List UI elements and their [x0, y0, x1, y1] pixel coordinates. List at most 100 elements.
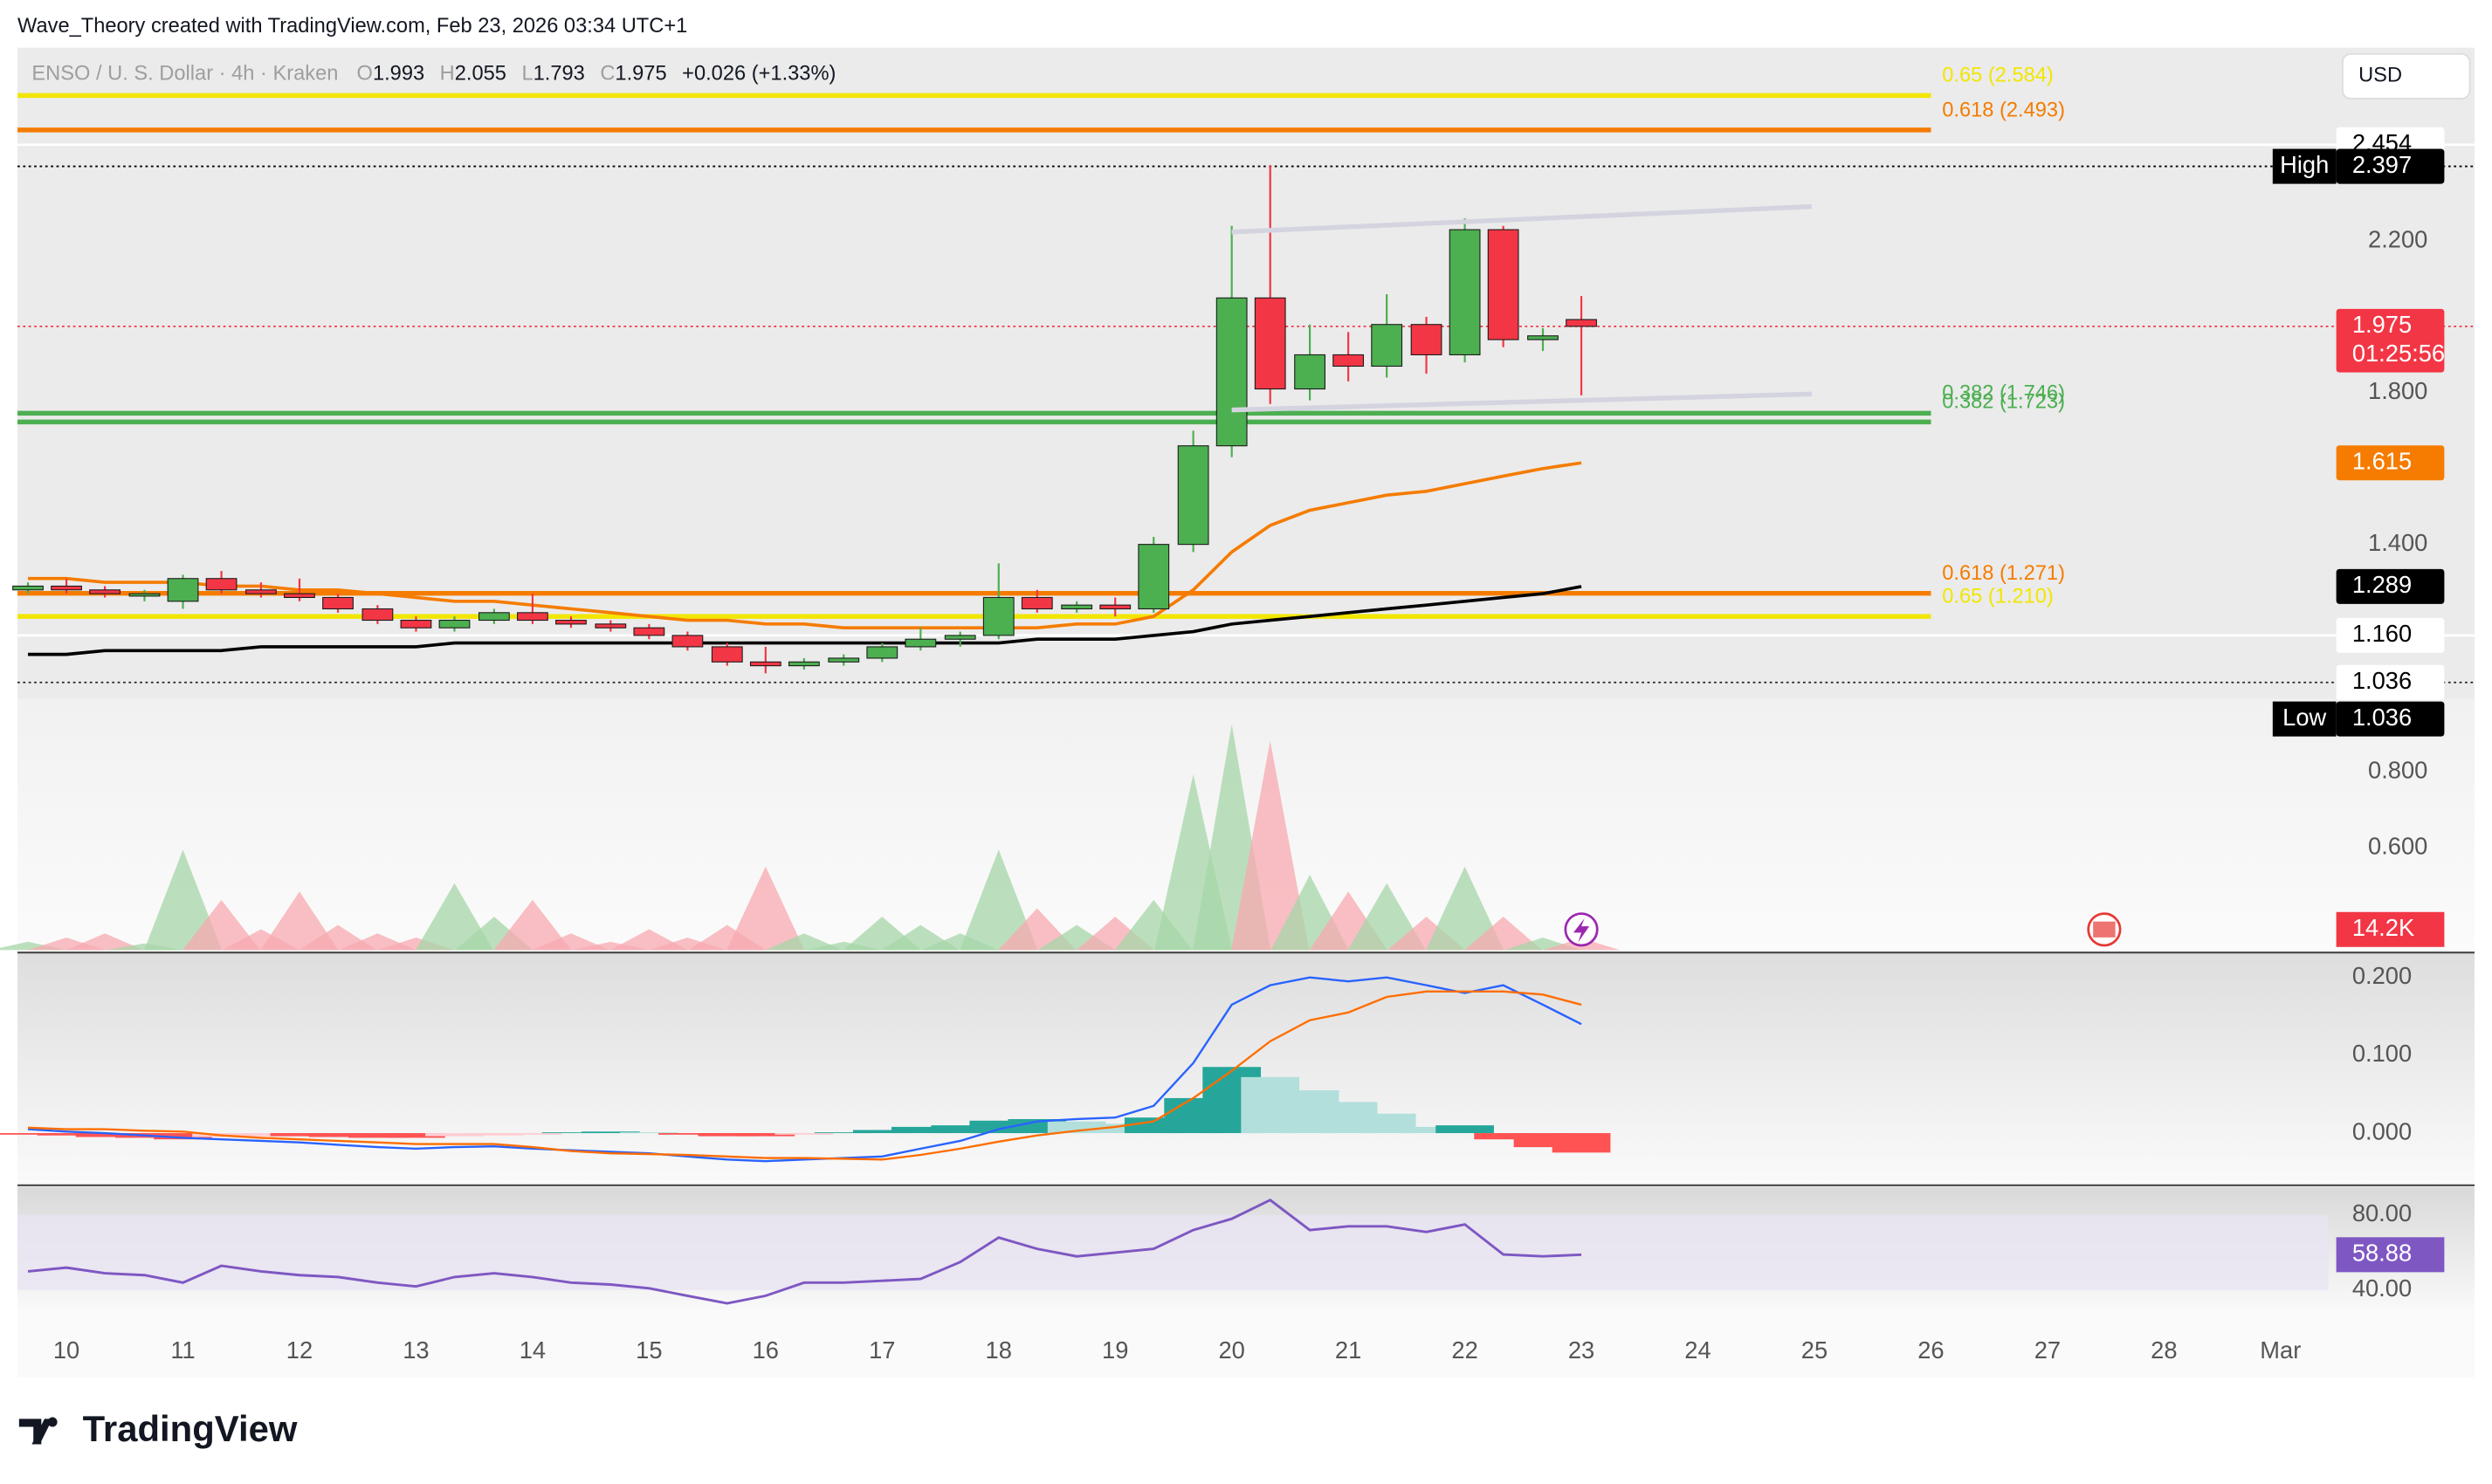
candle-body: [711, 646, 743, 663]
ohlc-value: 1.975: [615, 63, 666, 86]
macd-histogram-bar: [465, 1133, 524, 1136]
macd-histogram-bar: [1435, 1125, 1494, 1134]
candle-body: [1566, 319, 1597, 327]
macd-line: [27, 976, 1582, 1163]
macd-histogram-bar: [1552, 1133, 1611, 1153]
price-label: 1.975: [2352, 311, 2412, 338]
x-tick-label: 10: [53, 1336, 79, 1364]
candle-body: [1099, 604, 1132, 610]
macd-histogram-bar: [852, 1130, 912, 1134]
fib-label: 0.65 (2.584): [1942, 65, 2054, 87]
moving-average: [28, 585, 1582, 656]
y-tick-label: 0.100: [2352, 1040, 2412, 1067]
candle-body: [1215, 297, 1248, 447]
logo-mark: [18, 1417, 58, 1445]
x-tick-label: 23: [1568, 1336, 1594, 1364]
y-tick-label: 0.000: [2352, 1117, 2412, 1144]
x-tick-label: 20: [1218, 1336, 1244, 1364]
candle-body: [633, 627, 665, 636]
candle-body: [51, 585, 82, 591]
candle-body: [1294, 354, 1325, 390]
volume-peak: [765, 933, 843, 951]
y-tick-label: 0.200: [2352, 962, 2412, 989]
x-tick-label: 13: [403, 1336, 429, 1364]
candle-body: [1332, 354, 1365, 368]
trendline: [1231, 203, 1813, 235]
macd-histogram-bar: [891, 1126, 950, 1134]
rsi-band: [17, 1214, 2329, 1290]
volume-peak: [726, 866, 805, 951]
volume-peak: [960, 849, 1038, 951]
macd-histogram-bar: [1397, 1126, 1456, 1134]
candle-body: [555, 619, 587, 625]
candle-body: [128, 593, 161, 597]
macd-histogram-bar: [231, 1133, 291, 1137]
fib-label: 0.65 (1.210): [1942, 586, 2054, 608]
candle-body: [1371, 324, 1403, 368]
macd-histogram-bar: [154, 1133, 212, 1140]
macd-histogram-bar: [308, 1133, 368, 1137]
candle-body: [1061, 604, 1093, 610]
candle-body: [1527, 335, 1559, 340]
price-label-box: [2336, 568, 2445, 604]
price-label: 1.160: [2352, 620, 2412, 647]
price-tag-box: [2272, 148, 2337, 184]
macd-histogram-bar: [348, 1133, 407, 1138]
logo: TradingView: [83, 1408, 298, 1449]
candle-body: [595, 623, 627, 629]
candle-body: [905, 638, 937, 648]
volume-peak: [493, 899, 572, 951]
change: +0.026 (+1.33%): [682, 63, 836, 86]
candle-body: [944, 635, 976, 640]
price-label: 1.036: [2352, 704, 2412, 731]
currency-button[interactable]: [2341, 52, 2471, 100]
price-label-box: [2336, 617, 2445, 653]
x-tick-label: 22: [1451, 1336, 1477, 1364]
x-tick-label: 17: [869, 1336, 895, 1364]
volume-peak: [532, 933, 610, 951]
candle-body: [1138, 544, 1170, 610]
y-tick-label: 2.200: [2368, 225, 2427, 252]
y-tick-label: 1.400: [2368, 529, 2427, 556]
candle-body: [361, 608, 394, 622]
candle-body: [828, 657, 860, 663]
x-tick-label: 18: [986, 1336, 1012, 1364]
x-tick-label: 16: [753, 1336, 779, 1364]
symbol: ENSO / U. S. Dollar · 4h · Kraken: [31, 63, 338, 86]
flag-icon: [2093, 921, 2116, 938]
x-tick-label: 27: [2034, 1336, 2061, 1364]
rsi-line: [27, 1198, 1582, 1305]
currency: USD: [2358, 65, 2402, 87]
ohlc-key: O: [357, 63, 373, 86]
fib-label: 0.382 (1.723): [1942, 391, 2065, 414]
x-tick-label: 26: [1917, 1336, 1944, 1364]
ohlc-value: 2.055: [455, 63, 506, 86]
volume-peak: [1426, 866, 1504, 951]
macd-histogram-bar: [0, 1133, 58, 1135]
volume-peak: [65, 933, 144, 951]
plot: 10 11 12 13 14 15 16 17 18 19 20 21 22 23 24 25 26 27 28 Ma…: [0, 65, 2475, 1364]
time-axis: [17, 1314, 2475, 1378]
volume-peak: [1231, 740, 1310, 951]
x-tick-label: 19: [1102, 1336, 1128, 1364]
macd-histogram-bar: [270, 1133, 329, 1137]
candle-body: [671, 635, 704, 648]
candle-body: [12, 585, 44, 591]
volume-label-box: [2336, 911, 2445, 947]
lightning-icon: [1573, 918, 1590, 943]
candle-body: [866, 646, 898, 659]
ohlc-value: 1.993: [373, 63, 424, 86]
macd-histogram-bar: [736, 1133, 795, 1137]
macd-histogram-bar: [931, 1125, 990, 1134]
x-tick-label: 21: [1335, 1336, 1361, 1364]
candle-body: [89, 589, 121, 594]
fib-label: 0.618 (1.271): [1942, 562, 2065, 585]
ohlc-key: H: [440, 63, 455, 86]
price-label-box: [2336, 148, 2445, 184]
ohlc-value: 1.793: [534, 63, 585, 86]
volume-peak: [416, 883, 493, 951]
candle-body: [1449, 229, 1481, 356]
y-tick-label: 40.00: [2352, 1274, 2412, 1302]
price-label: 1.615: [2352, 447, 2412, 474]
ohlc-key: C: [600, 63, 615, 86]
